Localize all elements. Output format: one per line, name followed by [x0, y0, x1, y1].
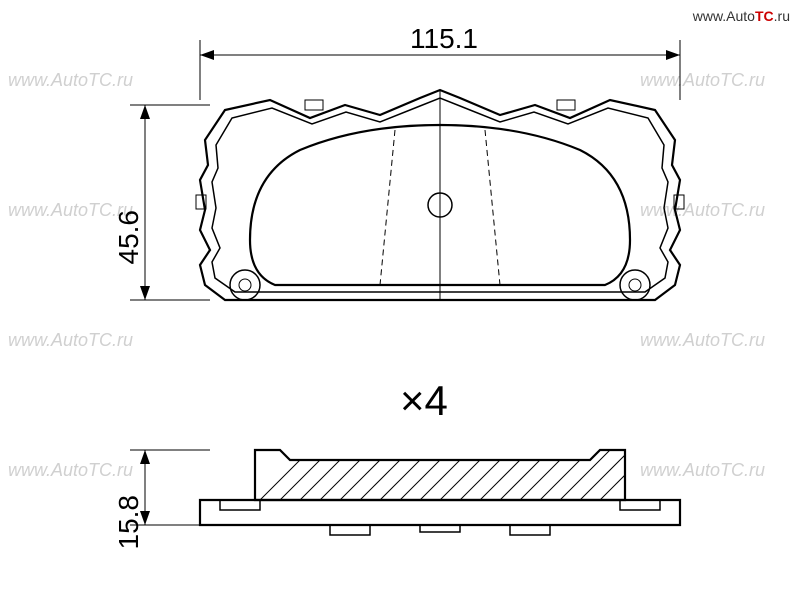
front-view: [196, 90, 684, 300]
side-view: [200, 450, 680, 535]
dim-thickness-value: 15.8: [113, 495, 144, 550]
dimension-thickness: 15.8: [113, 450, 210, 550]
technical-drawing: 115.1 45.6 ×4: [0, 0, 800, 600]
dim-height-value: 45.6: [113, 210, 144, 265]
quantity-label: ×4: [400, 377, 448, 424]
dimension-height: 45.6: [113, 105, 210, 300]
dim-width-value: 115.1: [410, 23, 478, 54]
dimension-width: 115.1: [200, 23, 680, 100]
